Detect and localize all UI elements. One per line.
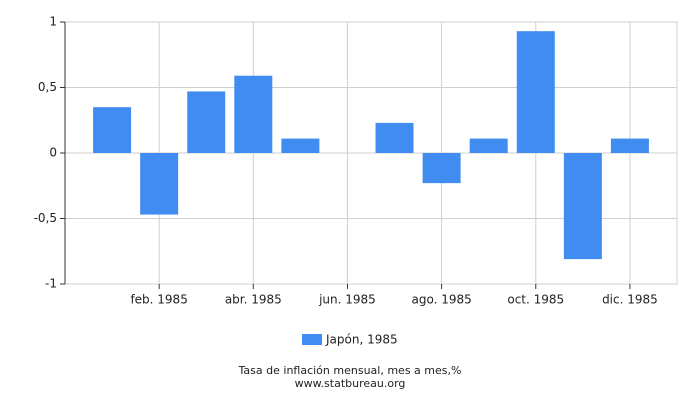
legend-swatch	[302, 334, 322, 345]
y-tick-label: -1	[45, 277, 57, 291]
x-tick-label: oct. 1985	[507, 293, 564, 307]
x-tick-label: jun. 1985	[318, 293, 376, 307]
y-tick-label: -0,5	[34, 211, 57, 225]
bar	[610, 138, 649, 153]
legend-label: Japón, 1985	[325, 333, 398, 347]
bar	[281, 138, 320, 153]
source: www.statbureau.org	[295, 377, 406, 390]
x-tick-label: abr. 1985	[225, 293, 282, 307]
y-tick-label: 0,5	[38, 80, 57, 94]
bar	[140, 153, 179, 215]
bar	[93, 107, 132, 153]
x-tick-label: ago. 1985	[411, 293, 471, 307]
bar	[469, 138, 508, 153]
bar	[422, 153, 461, 184]
bar	[516, 31, 555, 154]
bar	[234, 75, 273, 153]
bar	[563, 153, 602, 260]
x-tick-label: dic. 1985	[602, 293, 658, 307]
y-tick-label: 1	[49, 15, 57, 29]
chart-title: Tasa de inflación mensual, mes a mes,%	[238, 364, 462, 377]
bar	[375, 122, 414, 153]
bar	[187, 91, 226, 153]
x-tick-label: feb. 1985	[130, 293, 187, 307]
y-tick-label: 0	[49, 146, 57, 160]
